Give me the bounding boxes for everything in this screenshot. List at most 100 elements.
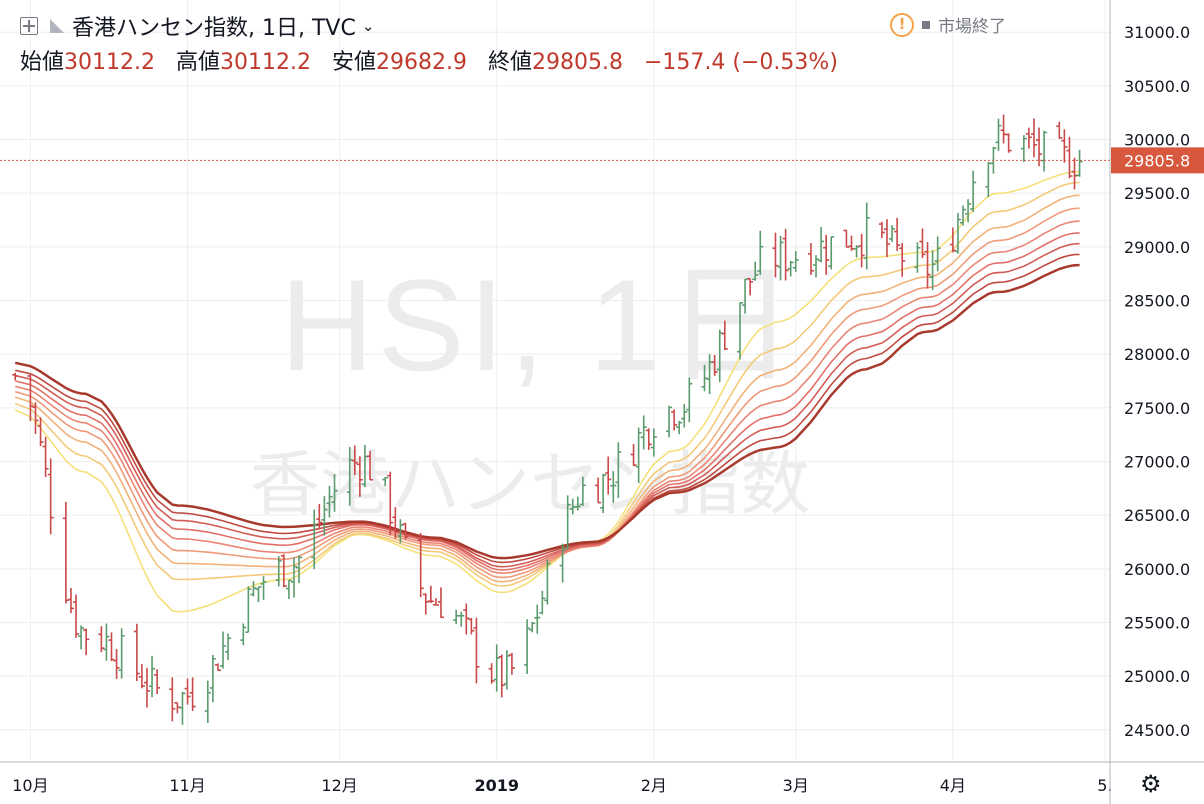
ohlc-bar xyxy=(995,118,1002,151)
ohlc-bar xyxy=(83,628,90,656)
ohlc-bar xyxy=(752,261,759,281)
ohlc-bar xyxy=(970,170,977,213)
y-tick-label: 26000.0 xyxy=(1124,560,1190,579)
y-tick-label: 24500.0 xyxy=(1124,721,1190,740)
ohlc-bar xyxy=(605,456,612,495)
y-tick-label: 27000.0 xyxy=(1124,452,1190,471)
ohlc-bar xyxy=(807,243,814,276)
ohlc-bar xyxy=(899,242,906,277)
y-tick-label: 25000.0 xyxy=(1124,667,1190,686)
ohlc-bar xyxy=(630,443,637,467)
status-square-icon xyxy=(922,20,930,29)
ohlc-bar xyxy=(316,503,323,530)
ohlc-bar xyxy=(280,554,287,588)
ohlc-bar xyxy=(296,555,303,584)
ohlc-bar xyxy=(149,655,156,698)
ohlc-bar xyxy=(878,221,885,239)
ohlc-bar xyxy=(863,202,870,270)
ohlc-bar xyxy=(367,450,373,481)
gear-icon[interactable]: ⚙ xyxy=(1140,770,1162,798)
ohlc-bar xyxy=(498,654,505,698)
moving-average-line xyxy=(14,194,1080,583)
ohlc-bar xyxy=(392,507,399,539)
last-price-label: 29805.8 xyxy=(1124,151,1190,170)
open-label: 始値 xyxy=(20,50,65,75)
ohlc-bar xyxy=(889,225,896,242)
ohlc-bar xyxy=(747,277,754,296)
ohlc-bar xyxy=(204,680,211,723)
ohlc-bar xyxy=(67,588,74,614)
ohlc-bar xyxy=(645,428,652,450)
ohlc-bar xyxy=(189,677,196,712)
ohlc-bar xyxy=(924,242,931,289)
low-value: 29682.9 xyxy=(376,50,467,75)
ohlc-bar xyxy=(1061,129,1068,163)
ohlc-bar xyxy=(650,428,657,457)
ohlc-bar xyxy=(397,519,404,544)
ohlc-bar xyxy=(138,664,145,689)
ohlc-bar xyxy=(1056,121,1063,139)
ohlc-bar xyxy=(777,235,784,281)
ohlc-bar xyxy=(813,255,820,278)
change-value: −157.4 (−0.53%) xyxy=(644,50,838,75)
ohlc-bar xyxy=(1025,127,1032,149)
ohlc-bar xyxy=(843,229,850,248)
ohlc-bar xyxy=(595,477,602,504)
ohlc-bar xyxy=(574,496,581,511)
ohlc-bar xyxy=(427,585,434,604)
ohlc-bar xyxy=(326,485,333,518)
ohlc-bar xyxy=(98,626,105,653)
y-tick-label: 29500.0 xyxy=(1124,184,1190,203)
ohlc-bar xyxy=(458,611,465,627)
ohlc-bar xyxy=(402,522,409,540)
ohlc-bar xyxy=(255,586,262,603)
ohlc-bar xyxy=(493,644,500,692)
ohlc-bar xyxy=(711,354,718,376)
flag-icon[interactable] xyxy=(50,19,64,33)
ohlc-bar xyxy=(179,691,186,725)
ohlc-bar xyxy=(635,427,642,483)
ohlc-bar xyxy=(37,417,44,447)
ohlc-bar xyxy=(78,625,85,650)
ohlc-bar xyxy=(985,161,992,197)
x-tick-label: 2月 xyxy=(641,776,667,795)
ohlc-bar xyxy=(721,320,728,351)
moving-average-line xyxy=(15,242,1080,568)
market-status[interactable]: ! 市場終了 xyxy=(890,12,1006,37)
moving-average-line xyxy=(14,170,1080,613)
ohlc-bar xyxy=(422,593,429,615)
moving-average-line xyxy=(15,232,1080,571)
close-value: 29805.8 xyxy=(532,50,623,75)
plus-square-icon[interactable] xyxy=(20,17,38,35)
y-tick-label: 30000.0 xyxy=(1124,131,1190,150)
warning-icon[interactable]: ! xyxy=(890,12,914,37)
y-tick-label: 26500.0 xyxy=(1124,506,1190,525)
ohlc-bar xyxy=(1041,130,1048,172)
ohlc-bar xyxy=(757,230,764,275)
ohlc-bar xyxy=(113,648,120,679)
ohlc-bar xyxy=(610,471,617,503)
ohlc-bar xyxy=(468,617,475,635)
ohlc-bar xyxy=(143,667,150,708)
ohlc-bar xyxy=(737,301,743,360)
ohlc-bar xyxy=(285,579,292,599)
ohlc-bar xyxy=(787,260,794,277)
chevron-down-icon[interactable]: ⌄ xyxy=(361,17,375,35)
ohlc-bar xyxy=(564,495,571,549)
ohlc-bar xyxy=(1071,157,1078,190)
ohlc-bar xyxy=(828,236,835,270)
symbol-title[interactable]: 香港ハンセン指数, 1日, TVC xyxy=(72,16,356,41)
ohlc-bar xyxy=(488,663,495,684)
ohlc-bar xyxy=(47,458,54,535)
ohlc-bar xyxy=(290,557,297,598)
ohlc-bar xyxy=(960,205,967,226)
ohlc-bar xyxy=(220,631,227,669)
ohlc-legend: 始値30112.2 高値30112.2 安値29682.9 終値29805.8 … xyxy=(20,44,838,76)
ohlc-bar xyxy=(42,436,49,478)
y-tick-label: 29000.0 xyxy=(1124,238,1190,257)
symbol-title-row[interactable]: 香港ハンセン指数, 1日, TVC ⌄ xyxy=(20,10,374,42)
ohlc-bar xyxy=(1005,133,1012,153)
ohlc-bar xyxy=(209,654,216,703)
ohlc-bar xyxy=(382,476,389,487)
